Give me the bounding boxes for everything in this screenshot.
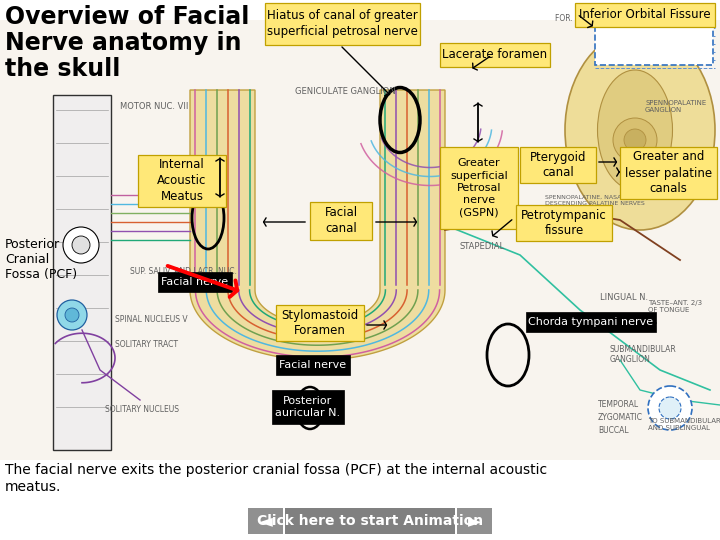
Text: INTERNAL EAR: INTERNAL EAR [310,212,372,221]
FancyBboxPatch shape [440,147,518,229]
FancyBboxPatch shape [138,155,226,207]
Text: SOLITARY TRACT: SOLITARY TRACT [115,340,178,349]
Text: Posterior
Cranial
Fossa (PCF): Posterior Cranial Fossa (PCF) [5,238,77,281]
FancyBboxPatch shape [0,20,720,460]
Text: Facial
canal: Facial canal [325,206,358,235]
Text: SPINAL NUCLEUS V: SPINAL NUCLEUS V [115,315,188,324]
Text: Posterior
auricular N.: Posterior auricular N. [276,396,341,418]
Text: Chorda tympani nerve: Chorda tympani nerve [528,317,654,327]
Text: Facial nerve: Facial nerve [161,277,228,287]
Text: TEMPORAL: TEMPORAL [598,400,639,409]
FancyBboxPatch shape [158,272,232,292]
Circle shape [72,236,90,254]
Ellipse shape [598,70,672,190]
Text: SOLITARY NUCLEUS: SOLITARY NUCLEUS [105,405,179,414]
Ellipse shape [565,30,715,230]
FancyBboxPatch shape [272,390,344,424]
Text: BUCCAL: BUCCAL [598,426,629,435]
Text: GENICULATE GANGLION: GENICULATE GANGLION [295,87,396,96]
Text: ►: ► [467,512,482,530]
Text: Lacerate foramen: Lacerate foramen [442,49,548,62]
Text: Overview of Facial
Nerve anatomy in
the skull: Overview of Facial Nerve anatomy in the … [5,5,249,81]
FancyBboxPatch shape [53,95,111,450]
Text: Inferior Orbital Fissure: Inferior Orbital Fissure [579,9,711,22]
FancyBboxPatch shape [248,508,283,534]
Circle shape [57,300,87,330]
Text: SUBMANDIBULAR
GANGLION: SUBMANDIBULAR GANGLION [610,345,677,364]
FancyBboxPatch shape [285,508,455,534]
Text: SUP. SALIV. AND LACR. NUC.: SUP. SALIV. AND LACR. NUC. [130,267,237,276]
FancyBboxPatch shape [457,508,492,534]
Text: FOR. ROTUNDUM: FOR. ROTUNDUM [555,14,620,23]
FancyBboxPatch shape [520,147,596,183]
Circle shape [659,397,681,419]
FancyBboxPatch shape [310,202,372,240]
Text: Greater
superficial
Petrosal
nerve
(GSPN): Greater superficial Petrosal nerve (GSPN… [450,158,508,218]
Text: Internal
Acoustic
Meatus: Internal Acoustic Meatus [157,159,207,204]
Circle shape [613,118,657,162]
Text: SPENNOPALATINE
GANGLION: SPENNOPALATINE GANGLION [645,100,706,113]
Polygon shape [190,90,445,360]
FancyBboxPatch shape [440,43,550,67]
Text: ZYGOMATIC: ZYGOMATIC [598,413,643,422]
Text: Greater and
lesser palatine
canals: Greater and lesser palatine canals [625,151,712,195]
Circle shape [63,227,99,263]
Text: Stylomastoid
Foramen: Stylomastoid Foramen [282,308,359,338]
FancyBboxPatch shape [526,312,656,332]
Text: ◄: ◄ [258,512,272,530]
Circle shape [65,308,79,322]
FancyBboxPatch shape [595,25,713,65]
Circle shape [624,129,646,151]
FancyBboxPatch shape [276,355,350,375]
Text: SPENNOPALATINE, NASAL
DESCENDING PALATINE NERVES: SPENNOPALATINE, NASAL DESCENDING PALATIN… [545,195,644,206]
Text: Pterygoid
canal: Pterygoid canal [530,151,586,179]
FancyBboxPatch shape [265,3,420,45]
Text: Click here to start Animation: Click here to start Animation [257,514,483,528]
FancyBboxPatch shape [620,147,717,199]
Text: TO SUBMANDIBULAR
AND SUBLINGUAL: TO SUBMANDIBULAR AND SUBLINGUAL [648,418,720,431]
FancyBboxPatch shape [276,305,364,341]
FancyBboxPatch shape [575,3,715,27]
Text: MOTOR NUC. VII: MOTOR NUC. VII [120,102,189,111]
Circle shape [648,386,692,430]
Text: LINGUAL N.: LINGUAL N. [600,293,648,302]
Text: TASTE–ANT. 2/3
OF TONGUE: TASTE–ANT. 2/3 OF TONGUE [648,300,702,313]
Text: Petrotympanic
fissure: Petrotympanic fissure [521,208,607,238]
Text: Hiatus of canal of greater
superficial petrosal nerve: Hiatus of canal of greater superficial p… [267,10,418,38]
FancyBboxPatch shape [516,205,612,241]
Text: STAPEDIAL: STAPEDIAL [460,242,505,251]
Text: The facial nerve exits the posterior cranial fossa (PCF) at the internal acousti: The facial nerve exits the posterior cra… [5,463,547,494]
Text: Facial nerve: Facial nerve [279,360,346,370]
